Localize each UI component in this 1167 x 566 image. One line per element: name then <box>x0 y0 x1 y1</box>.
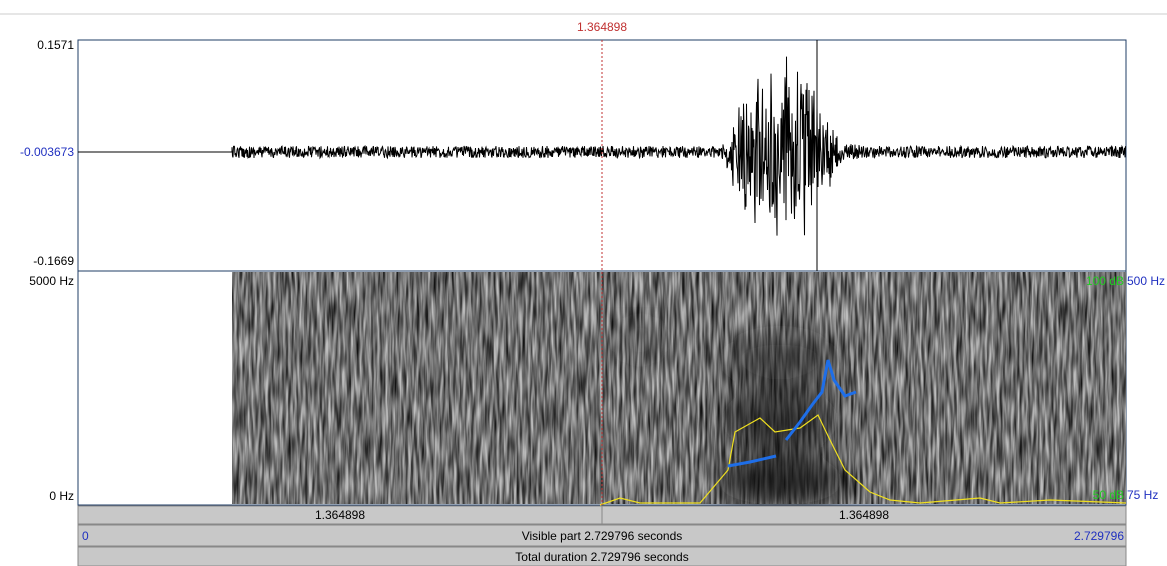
spectrogram-noise <box>232 272 1126 504</box>
intensity-bottom: 50 dB <box>1093 488 1124 502</box>
freq-top: 5000 Hz <box>29 274 74 288</box>
cursor-time: 1.364898 <box>577 20 627 34</box>
visible-label: Visible part 2.729796 seconds <box>522 529 683 543</box>
visible-end: 2.729796 <box>1074 529 1124 543</box>
visible-start: 0 <box>82 529 89 543</box>
segment-left-label: 1.364898 <box>315 508 365 522</box>
pitch-bottom: 75 Hz <box>1127 488 1158 502</box>
intensity-top: 100 dB <box>1086 274 1124 288</box>
waveform-bottom: -0.1669 <box>33 254 74 268</box>
waveform-top: 0.1571 <box>37 38 74 52</box>
freq-bottom: 0 Hz <box>49 489 74 503</box>
pitch-top: 500 Hz <box>1127 274 1165 288</box>
total-label: Total duration 2.729796 seconds <box>515 550 688 564</box>
praat-editor: 1.364898 0.1571 -0.003673 -0.1669 5000 H… <box>0 0 1167 566</box>
segment-right-label: 1.364898 <box>839 508 889 522</box>
waveform-middle: -0.003673 <box>20 145 74 159</box>
